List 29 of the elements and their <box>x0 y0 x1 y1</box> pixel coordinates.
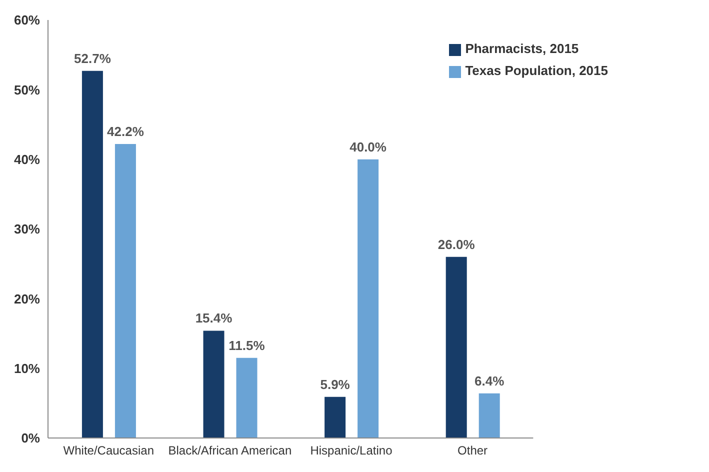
y-tick-label: 50% <box>14 82 40 98</box>
data-label: 26.0% <box>438 236 476 252</box>
bar <box>478 393 500 438</box>
bar <box>82 70 103 438</box>
bar <box>236 358 258 438</box>
y-tick-label: 30% <box>14 222 40 237</box>
y-tick-label: 0% <box>21 430 40 446</box>
data-label: 5.9% <box>320 376 350 392</box>
y-tick-label: 10% <box>14 360 40 376</box>
y-tick-label: 40% <box>14 152 40 167</box>
bar <box>203 330 224 438</box>
legend-label: Pharmacists, 2015 <box>465 41 579 56</box>
y-tick-label: 60% <box>14 12 40 28</box>
data-label: 15.4% <box>195 310 233 326</box>
bar <box>358 159 379 438</box>
x-tick-label: White/Caucasian <box>63 444 154 458</box>
legend-label: Texas Population, 2015 <box>465 63 608 78</box>
x-tick-label: Black/African American <box>168 444 292 458</box>
y-tick-label: 20% <box>14 291 40 306</box>
data-label: 42.2% <box>107 124 144 140</box>
data-label: 11.5% <box>228 338 266 353</box>
bar <box>446 256 467 438</box>
data-label: 52.7% <box>74 50 112 66</box>
data-label: 6.4% <box>474 373 505 388</box>
x-tick-label: Other <box>458 444 488 458</box>
bar <box>324 396 346 438</box>
bar <box>114 144 136 438</box>
data-label: 40.0% <box>350 139 387 154</box>
x-tick-label: Hispanic/Latino <box>310 444 393 458</box>
